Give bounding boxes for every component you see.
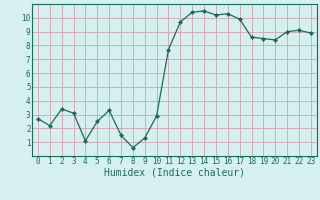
X-axis label: Humidex (Indice chaleur): Humidex (Indice chaleur) xyxy=(104,168,245,178)
